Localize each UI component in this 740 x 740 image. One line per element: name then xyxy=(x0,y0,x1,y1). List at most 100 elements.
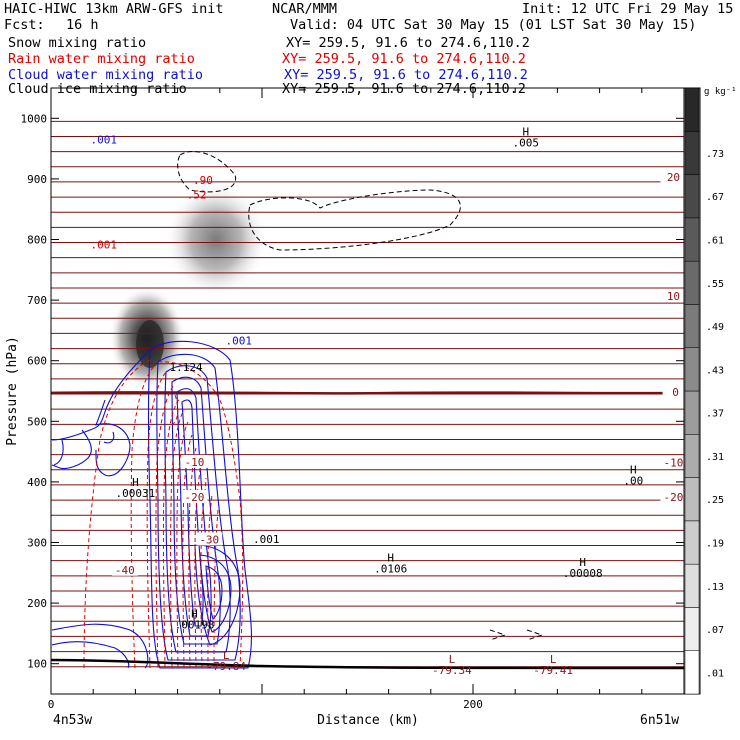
colorbar-swatch xyxy=(684,347,700,392)
colorbar-swatch xyxy=(684,520,700,565)
field-xy-snow: XY= 259.5, 91.6 to 274.6,110.2 xyxy=(286,35,530,51)
hl-value: -79.41 xyxy=(533,664,573,677)
x-tick-label: 0 xyxy=(48,698,55,711)
colorbar-tick-label: .31 xyxy=(706,452,724,463)
temperature-label: -40 xyxy=(115,564,135,577)
cloud-water-contours xyxy=(51,340,252,669)
contour-label: .001 xyxy=(91,238,118,251)
colorbar-swatch xyxy=(684,131,700,175)
y-axis-label: Pressure (hPa) xyxy=(5,336,20,446)
snow-shading xyxy=(109,182,268,390)
colorbar-tick-label: .55 xyxy=(706,279,724,290)
temperature-label: 20 xyxy=(667,171,680,184)
colorbar-swatch xyxy=(684,607,700,651)
temperature-label: -10 xyxy=(664,457,684,470)
init-time: Init: 12 UTC Fri 29 May 15 xyxy=(522,1,734,17)
hl-symbol: H xyxy=(191,608,198,621)
colorbar-swatch xyxy=(684,174,700,219)
colorbar-tick-label: .13 xyxy=(706,582,724,593)
temperature-label: -20 xyxy=(185,491,205,504)
temperature-label: -20 xyxy=(664,491,684,504)
hl-value: .0106 xyxy=(374,562,407,575)
temperature-label: -30 xyxy=(199,533,219,546)
temp-label-bg xyxy=(660,455,687,469)
temp-label-bg xyxy=(660,170,687,184)
field-xy-cloud-ice: XY= 259.5, 91.6 to 274.6,110.2 xyxy=(282,81,526,97)
y-tick-label: 1000 xyxy=(21,112,48,125)
y-tick-label: 200 xyxy=(27,597,47,610)
temperature-label: 10 xyxy=(667,290,680,303)
x-tick-label: 200 xyxy=(463,698,483,711)
colorbar-swatch xyxy=(684,260,700,305)
forecast-label: Fcst: xyxy=(4,17,45,33)
chart-title: HAIC-HIWC 13km ARW-GFS init xyxy=(4,1,224,17)
field-name-rain: Rain water mixing ratio xyxy=(8,51,195,67)
colorbar-tick-label: .43 xyxy=(706,365,724,376)
hl-value: -79.84 xyxy=(206,660,246,673)
hl-symbol: H xyxy=(132,476,139,489)
temp-label-bg xyxy=(181,490,208,504)
hl-symbol: L xyxy=(449,653,456,666)
colorbar-swatch xyxy=(684,477,700,522)
hl-value: .00031 xyxy=(116,487,156,500)
hl-value: .005 xyxy=(513,136,540,149)
contour-label: .001 xyxy=(226,335,253,348)
temperature-contours xyxy=(51,120,684,668)
field-name-cloud-ice: Cloud ice mixing ratio xyxy=(8,81,187,97)
field-xy-rain: XY= 259.5, 91.6 to 274.6,110.2 xyxy=(282,51,526,67)
colorbar-swatch xyxy=(684,390,700,435)
hl-symbol: L xyxy=(223,649,230,662)
contour-label: .001 xyxy=(91,134,118,147)
y-tick-label: 700 xyxy=(27,294,47,307)
contour-label: .001 xyxy=(253,533,280,546)
cloud-ice-contours xyxy=(177,151,544,641)
temperature-label: -10 xyxy=(185,456,205,469)
plot-frame xyxy=(50,87,685,695)
forecast-value: 16 h xyxy=(66,17,99,33)
hl-value: .00198 xyxy=(175,619,215,632)
colorbar-swatch xyxy=(684,217,700,262)
temp-label-bg xyxy=(196,532,223,546)
colorbar-tick-label: .25 xyxy=(706,495,724,506)
contour-label: 1.124 xyxy=(169,361,202,374)
colorbar-tick-label: .49 xyxy=(706,322,724,333)
snow-core-lower xyxy=(136,320,164,368)
y-tick-label: 800 xyxy=(27,234,47,247)
colorbar-tick-label: .07 xyxy=(706,625,724,636)
colorbar-swatch xyxy=(684,434,700,478)
colorbar-tick-label: .37 xyxy=(706,409,724,420)
colorbar-swatch xyxy=(684,650,700,695)
field-name-cloud-water: Cloud water mixing ratio xyxy=(8,67,204,83)
hl-symbol: H xyxy=(387,551,394,564)
y-tick-label: 100 xyxy=(27,658,47,671)
field-xy-cloud-water: XY= 259.5, 91.6 to 274.6,110.2 xyxy=(284,67,528,83)
valid-time: Valid: 04 UTC Sat 30 May 15 (01 LST Sat … xyxy=(290,17,697,33)
x-axis-label: Distance (km) xyxy=(317,713,419,728)
hl-value: .00008 xyxy=(563,567,603,580)
y-tick-label: 900 xyxy=(27,173,47,186)
hl-symbol: L xyxy=(550,653,557,666)
org-label: NCAR/MMM xyxy=(272,1,338,17)
temperature-label: 0 xyxy=(672,386,679,399)
colorbar-swatch xyxy=(684,304,700,348)
chart-annotations: -40-30-20 -20-10 -1001020L-79.84L-79.34L-7… xyxy=(91,125,689,677)
colorbar-tick-label: .19 xyxy=(706,539,724,550)
colorbar-swatch xyxy=(684,87,700,132)
y-tick-label: 600 xyxy=(27,355,47,368)
hl-symbol: H xyxy=(579,556,586,569)
temp-label-bg xyxy=(111,562,138,576)
y-tick-label: 300 xyxy=(27,537,47,550)
right-endpoint: 6n51w xyxy=(640,713,679,728)
colorbar-swatch xyxy=(684,563,700,608)
contour-label: .52 xyxy=(187,189,207,202)
temp-label-bg xyxy=(660,490,687,504)
left-endpoint: 4n53w xyxy=(53,713,92,728)
y-tick-label: 500 xyxy=(27,415,47,428)
colorbar-tick-label: .61 xyxy=(706,236,724,247)
colorbar-tick-label: .01 xyxy=(706,668,724,679)
temp-label-bg xyxy=(662,385,689,399)
snow-max-upper xyxy=(164,182,268,298)
colorbar-tick-label: .73 xyxy=(706,149,724,160)
